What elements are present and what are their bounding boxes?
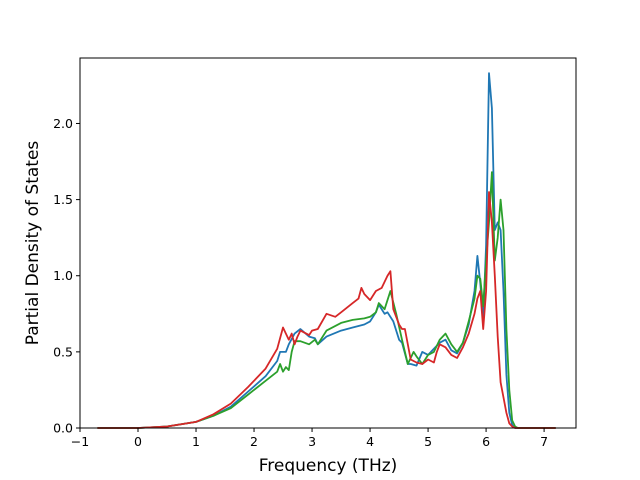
y-tick-label: 1.5 [53, 192, 73, 207]
plot-frame [79, 57, 577, 429]
x-tick-label: 0 [134, 434, 142, 449]
y-tick-label: 1.0 [53, 268, 73, 283]
y-axis-label: Partial Density of States [23, 141, 43, 346]
x-axis: −1 0 1 2 3 4 5 6 7 [71, 428, 548, 449]
y-axis: 0.0 0.5 1.0 1.5 2.0 [53, 116, 80, 436]
series-line-3 [97, 191, 556, 429]
x-tick-label: 1 [192, 434, 200, 449]
x-tick-label: 7 [540, 434, 548, 449]
x-tick-label: 6 [482, 434, 490, 449]
x-tick-label: −1 [71, 434, 89, 449]
x-tick-label: 4 [366, 434, 374, 449]
series-group [97, 72, 556, 429]
x-axis-label: Frequency (THz) [259, 456, 398, 476]
y-tick-label: 2.0 [53, 116, 73, 131]
y-tick-label: 0.0 [53, 421, 73, 436]
x-tick-label: 5 [424, 434, 432, 449]
x-tick-label: 2 [250, 434, 258, 449]
x-tick-label: 3 [308, 434, 316, 449]
y-tick-label: 0.5 [53, 344, 73, 359]
series-line-2 [97, 171, 556, 429]
